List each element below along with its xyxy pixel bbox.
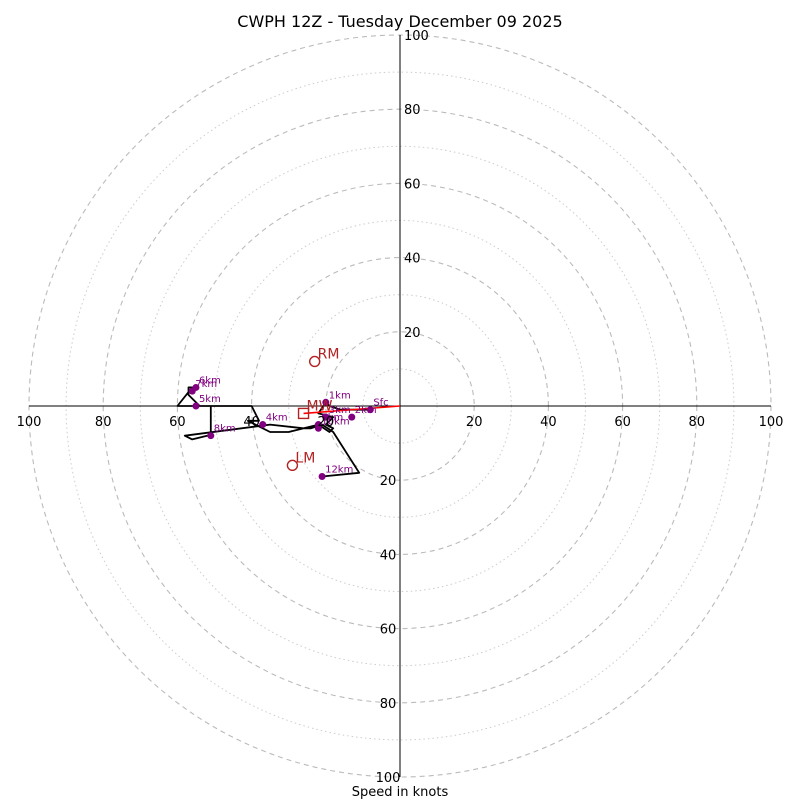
height-label-10km: 10km [321, 416, 349, 427]
height-point-7km [188, 387, 196, 395]
height-label-9km: 9km [321, 413, 343, 424]
height-label-2km: 2km [355, 405, 377, 416]
x-tick-right-80: 80 [689, 415, 706, 430]
height-point-2km [348, 413, 356, 421]
height-label-1km: 1km [329, 390, 351, 401]
y-tick-top-100: 100 [404, 29, 429, 44]
height-label-3km: 3km [329, 405, 351, 416]
height-label-7km: 7km [195, 379, 217, 390]
x-tick-left-20: 20 [318, 415, 335, 430]
y-tick-bottom-40: 40 [380, 548, 397, 563]
height-point-3km [322, 413, 330, 421]
shear-vector [303, 405, 401, 415]
marker-label-rm: RM [318, 346, 340, 362]
x-tick-left-100: 100 [17, 415, 42, 430]
x-tick-right-20: 20 [466, 415, 483, 430]
height-point-5km [192, 402, 200, 410]
height-label-sfc: Sfc [373, 398, 388, 409]
y-tick-top-20: 20 [404, 326, 421, 341]
y-tick-top-80: 80 [404, 103, 421, 118]
y-tick-bottom-60: 60 [380, 623, 397, 638]
x-tick-left-60: 60 [169, 415, 186, 430]
tick-labels: 100 80 60 40 20 20 40 60 80 100 100 80 60 40 20 20 40 60 8… [17, 29, 784, 786]
height-label-6km: 6km [199, 375, 221, 386]
marker-lm [286, 459, 299, 472]
y-tick-top-40: 40 [404, 252, 421, 267]
x-axis-label: Speed in knots [352, 785, 449, 800]
height-point-12km [318, 472, 326, 480]
marker-rm [308, 355, 321, 368]
hodograph-trace [176, 386, 371, 478]
y-tick-bottom-20: 20 [380, 474, 397, 489]
height-point-8km [207, 432, 215, 440]
marker-label-mw: MW [307, 398, 333, 414]
x-tick-right-40: 40 [540, 415, 557, 430]
y-tick-bottom-80: 80 [380, 697, 397, 712]
marker-label-lm: LM [295, 450, 315, 466]
chart-title: CWPH 12Z - Tuesday December 09 2025 [237, 12, 562, 31]
y-tick-top-60: 60 [404, 177, 421, 192]
hodograph-trace-group [176, 386, 401, 478]
height-label-4km: 4km [266, 413, 288, 424]
height-point-sfc [366, 406, 374, 414]
height-point-1km [322, 398, 330, 406]
height-point-10km [314, 424, 322, 432]
x-tick-left-80: 80 [95, 415, 112, 430]
x-tick-left-40: 40 [243, 415, 260, 430]
height-label-5km: 5km [199, 394, 221, 405]
y-tick-bottom-100: 100 [376, 771, 401, 786]
x-tick-right-60: 60 [614, 415, 631, 430]
marker-mw [297, 407, 310, 420]
height-label-12km: 12km [325, 464, 353, 475]
height-label-8km: 8km [214, 424, 236, 435]
x-tick-right-100: 100 [759, 415, 784, 430]
storm-motion-markers: RM LM MW [286, 346, 340, 472]
height-point-4km [259, 421, 267, 429]
